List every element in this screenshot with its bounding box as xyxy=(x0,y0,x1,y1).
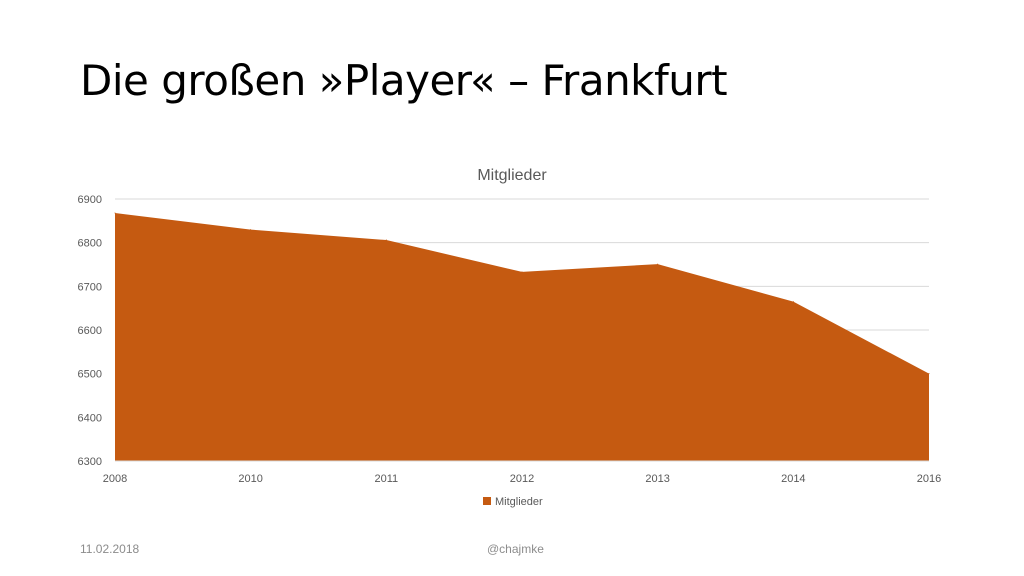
slide-title: Die großen »Player« – Frankfurt xyxy=(80,56,728,105)
data-point xyxy=(657,263,659,265)
footer-handle: @chajmke xyxy=(487,542,544,556)
y-axis: 6300 6400 6500 6600 6700 6800 6900 xyxy=(78,194,102,468)
y-tick-label: 6600 xyxy=(78,325,102,337)
x-axis: 2008 2010 2011 2012 2013 2014 2016 xyxy=(103,460,941,485)
data-point xyxy=(114,212,116,214)
y-tick-label: 6700 xyxy=(78,281,102,293)
data-point xyxy=(250,229,252,231)
y-tick-label: 6400 xyxy=(78,412,102,424)
y-tick-label: 6800 xyxy=(78,238,102,250)
y-tick-label: 6500 xyxy=(78,369,102,381)
footer-date: 11.02.2018 xyxy=(80,542,140,556)
x-tick-label: 2016 xyxy=(917,473,941,485)
legend-label: Mitglieder xyxy=(495,496,543,508)
chart-title: Mitglieder xyxy=(477,167,547,184)
x-tick-label: 2011 xyxy=(375,473,399,485)
data-point xyxy=(521,271,523,273)
legend-swatch xyxy=(483,497,491,505)
legend: Mitglieder xyxy=(483,496,543,508)
y-tick-label: 6300 xyxy=(78,456,102,468)
x-tick-label: 2013 xyxy=(645,473,669,485)
area-series-mitglieder xyxy=(115,212,929,461)
y-tick-label: 6900 xyxy=(78,194,102,206)
x-tick-label: 2012 xyxy=(510,473,534,485)
x-tick-label: 2010 xyxy=(238,473,262,485)
data-point xyxy=(792,301,794,303)
data-point xyxy=(385,239,387,241)
series-area xyxy=(114,212,930,461)
data-point xyxy=(928,373,930,375)
x-tick-label: 2008 xyxy=(103,473,127,485)
x-tick-label: 2014 xyxy=(781,473,805,485)
